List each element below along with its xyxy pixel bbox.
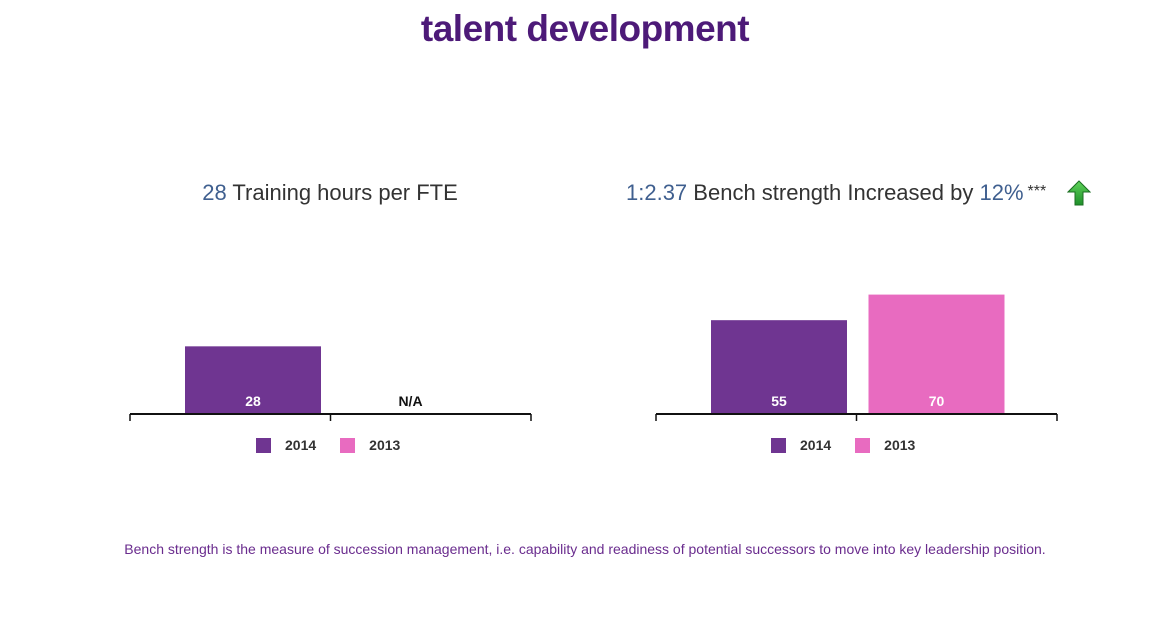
bar-label-2014: 28 xyxy=(245,393,261,409)
bar-label-2014: 55 xyxy=(771,393,787,409)
bar-2013 xyxy=(868,294,1005,414)
bar-2014 xyxy=(185,346,321,414)
legend-swatch-2013 xyxy=(340,437,356,453)
training-hours-chart: 28 N/A xyxy=(129,346,532,421)
legend-item-2013: 2013 xyxy=(855,437,915,453)
legend-swatch-2014 xyxy=(256,437,271,453)
legend-label-2013: 2013 xyxy=(369,437,401,453)
bench-strength-ratio: 1:2.37 xyxy=(626,180,688,205)
legend-label-2014: 2014 xyxy=(285,437,317,453)
page-title: talent development xyxy=(420,8,750,49)
bench-strength-legend: 2014 2013 xyxy=(771,437,915,453)
footnote: Bench strength is the measure of success… xyxy=(124,541,1046,557)
legend-item-2014: 2014 xyxy=(256,437,316,453)
training-hours-text: Training hours per FTE xyxy=(232,180,458,205)
legend-swatch-2014 xyxy=(771,437,786,453)
bar-label-2013: N/A xyxy=(398,393,422,409)
legend-item-2013: 2013 xyxy=(340,437,400,453)
bench-strength-chart: 55 70 xyxy=(655,294,1058,421)
training-hours-heading: 28 Training hours per FTE xyxy=(0,180,660,206)
legend-item-2014: 2014 xyxy=(771,437,831,453)
bench-strength-text: Bench strength Increased by xyxy=(693,180,974,205)
legend-label-2013: 2013 xyxy=(884,437,916,453)
bench-strength-marker: *** xyxy=(1027,183,1047,200)
up-arrow-icon xyxy=(1067,180,1091,206)
legend-swatch-2013 xyxy=(855,437,871,453)
bar-2014 xyxy=(711,320,847,414)
training-hours-value: 28 xyxy=(202,180,227,205)
bar-label-2013: 70 xyxy=(929,393,945,409)
bench-strength-heading: 1:2.37 Bench strength Increased by 12% **… xyxy=(626,180,1046,206)
bench-strength-change: 12% xyxy=(979,180,1024,205)
legend-label-2014: 2014 xyxy=(800,437,832,453)
training-hours-legend: 2014 2013 xyxy=(256,437,400,453)
